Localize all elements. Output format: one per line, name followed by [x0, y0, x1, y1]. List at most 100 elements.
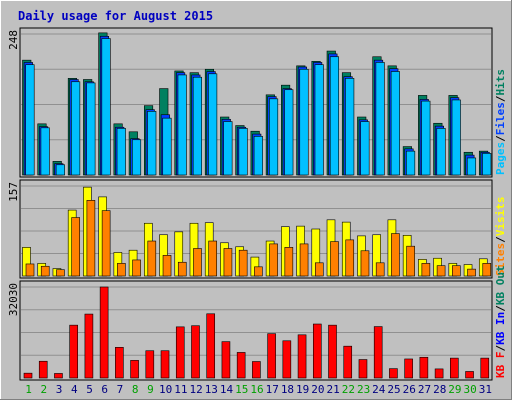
day-label-21: 21 — [327, 383, 340, 396]
bar-sites-day-12 — [193, 248, 202, 277]
legend-separator: / — [494, 95, 507, 102]
panel-visits-sites: 157 Sites/Visits — [7, 179, 507, 279]
legend-kb-f: KB F — [494, 352, 507, 379]
day-axis-labels: 1 2 3 4 5 6 7 8 9 10 11 12 13 14 15 16 17 18 19 20 21 22 23 24 2… — [25, 383, 492, 396]
bar-pages-day-6 — [101, 38, 111, 176]
bar-pages-day-15 — [238, 128, 248, 176]
bar-kb-f-day-23 — [358, 359, 368, 379]
bar-kb-f-day-19 — [297, 334, 307, 379]
day-label-3: 3 — [56, 383, 63, 396]
legend-pages: Pages — [494, 142, 507, 175]
bar-sites-day-19 — [299, 243, 309, 277]
bar-pages-day-10 — [162, 117, 172, 176]
day-label-4: 4 — [71, 383, 78, 396]
legend-separator: / — [494, 236, 507, 243]
panel-hits-files-pages: 248 Pages/Files/Hits — [7, 27, 507, 178]
bar-sites-day-20 — [314, 262, 324, 277]
day-label-5: 5 — [86, 383, 93, 396]
bar-sites-day-13 — [208, 240, 218, 277]
bar-pages-day-22 — [345, 78, 355, 176]
bar-sites-day-3 — [56, 269, 65, 277]
bar-pages-day-12 — [192, 76, 202, 176]
day-label-26: 26 — [403, 383, 416, 396]
y-max-label: 157 — [7, 182, 20, 202]
bar-sites-day-26 — [406, 245, 415, 277]
bar-pages-day-14 — [223, 121, 233, 176]
day-label-16: 16 — [250, 383, 263, 396]
bar-sites-day-7 — [117, 263, 126, 277]
bar-pages-day-29 — [451, 99, 461, 176]
day-label-8: 8 — [132, 383, 139, 396]
bar-kb-f-day-16 — [252, 361, 261, 379]
day-label-10: 10 — [159, 383, 172, 396]
bar-pages-day-7 — [116, 128, 126, 176]
bar-kb-f-day-12 — [191, 325, 200, 379]
legend-separator: / — [494, 345, 507, 352]
day-label-14: 14 — [220, 383, 234, 396]
series-legend: Pages/Files/Hits — [494, 69, 507, 175]
day-label-27: 27 — [418, 383, 431, 396]
day-label-1: 1 — [25, 383, 32, 396]
bar-kb-f-day-13 — [206, 313, 216, 379]
bar-pages-day-3 — [55, 164, 65, 176]
bar-pages-day-24 — [375, 62, 385, 176]
bar-kb-f-day-31 — [480, 357, 490, 379]
bar-sites-day-18 — [284, 247, 294, 277]
chart-title: Daily usage for August 2015 — [18, 9, 213, 23]
bar-pages-day-31 — [482, 153, 492, 176]
day-label-19: 19 — [296, 383, 309, 396]
bar-kb-f-day-30 — [465, 371, 474, 379]
bar-kb-f-day-11 — [175, 326, 185, 379]
bar-kb-f-day-3 — [54, 373, 63, 379]
day-label-15: 15 — [235, 383, 248, 396]
bar-kb-f-day-22 — [343, 345, 353, 379]
bar-sites-day-1 — [25, 263, 35, 277]
bar-pages-day-2 — [40, 127, 50, 176]
legend-separator: / — [494, 135, 507, 142]
day-label-12: 12 — [189, 383, 202, 396]
bar-kb-f-day-6 — [99, 286, 109, 379]
y-max-label: 248 — [7, 30, 20, 50]
bar-kb-f-day-29 — [450, 357, 459, 379]
bar-kb-f-day-26 — [404, 358, 413, 379]
day-label-28: 28 — [433, 383, 446, 396]
bar-pages-day-11 — [177, 74, 187, 176]
bar-kb-f-day-24 — [373, 326, 383, 379]
bar-sites-day-6 — [101, 210, 111, 277]
bar-kb-f-day-28 — [434, 368, 444, 379]
day-label-22: 22 — [342, 383, 355, 396]
bar-pages-day-27 — [421, 100, 431, 176]
bar-kb-f-day-9 — [145, 350, 155, 379]
bar-sites-day-17 — [269, 243, 278, 277]
day-label-17: 17 — [266, 383, 279, 396]
day-label-18: 18 — [281, 383, 294, 396]
bar-pages-day-18 — [284, 89, 294, 176]
bar-sites-day-21 — [330, 241, 339, 277]
bar-pages-day-20 — [314, 64, 324, 176]
legend-hits: Hits — [494, 69, 507, 96]
day-label-2: 2 — [41, 383, 48, 396]
day-label-11: 11 — [174, 383, 187, 396]
bar-pages-day-13 — [208, 73, 218, 176]
bar-sites-day-9 — [147, 240, 157, 277]
bar-pages-day-23 — [360, 121, 370, 176]
bar-pages-day-8 — [131, 139, 142, 176]
bar-pages-day-16 — [253, 136, 263, 176]
bar-sites-day-8 — [132, 259, 141, 277]
day-label-9: 9 — [147, 383, 154, 396]
day-label-13: 13 — [205, 383, 218, 396]
day-label-6: 6 — [101, 383, 108, 396]
bar-kb-f-day-20 — [312, 323, 322, 379]
bar-pages-day-1 — [25, 64, 35, 176]
bar-sites-day-14 — [223, 248, 233, 277]
legend-separator: / — [494, 305, 507, 312]
bar-sites-day-27 — [421, 263, 431, 277]
bar-kb-f-day-25 — [389, 368, 398, 379]
day-label-7: 7 — [117, 383, 124, 396]
bar-pages-day-17 — [269, 98, 279, 176]
series-legend: Sites/Visits — [494, 197, 507, 277]
day-label-24: 24 — [372, 383, 386, 396]
bar-sites-day-22 — [345, 239, 355, 277]
bar-pages-day-9 — [147, 111, 157, 176]
